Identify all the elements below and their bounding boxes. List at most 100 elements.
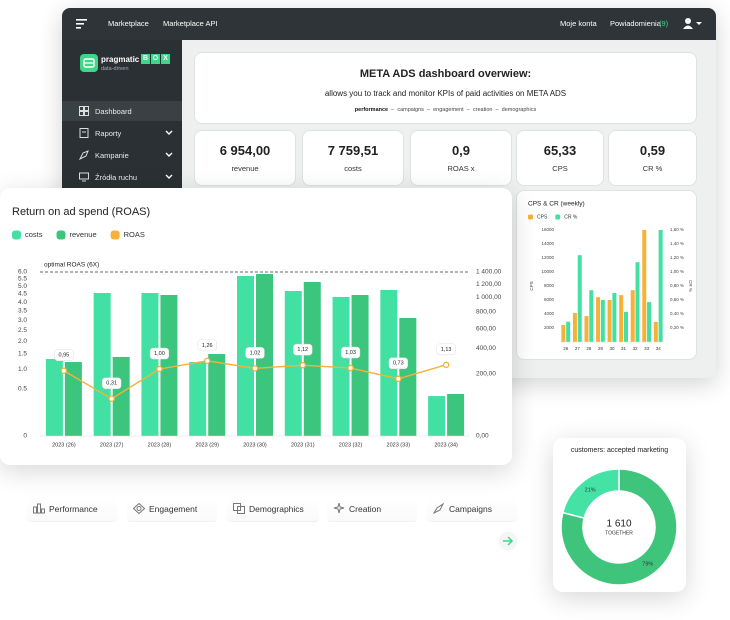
value-label-box [54,349,74,361]
tick-label: 2.5 [18,327,27,334]
tick-label: 200,00 [476,371,496,378]
bar [623,311,628,342]
bar [607,300,612,342]
bottom-tab[interactable]: Performance [27,497,117,522]
kpi-value: 0,59 [639,143,666,158]
roas-chart: Return on ad spend (ROAS) costs revenue ROA… [12,206,502,448]
value-label-box [149,347,170,360]
separator: – [465,107,472,113]
menu-item[interactable]: Raporty [62,123,182,143]
bar [303,281,321,436]
bar [447,393,465,436]
bar [428,396,446,436]
tab-label[interactable]: Demographics [249,504,304,514]
kpi-card: 0,9 ROAS x [410,130,512,186]
bottom-tab[interactable]: Campaigns [427,497,517,522]
y2-axis-label: CR % [688,280,693,292]
line-point [156,365,163,373]
line-point [395,375,402,383]
legend-label: CPS [537,214,548,220]
tick-label: 400,00 [476,345,496,352]
bottom-tab[interactable]: Demographics [227,497,319,522]
kpi-card: 6 954,00 revenue [194,130,296,186]
menu-item[interactable]: Dashboard [62,101,182,121]
bar [600,300,605,342]
bar [642,230,647,342]
tab-label[interactable]: Campaigns [449,504,492,514]
bar [584,316,589,342]
legend-label: CR % [564,214,578,220]
header-tab[interactable]: campaigns [397,107,424,113]
tab-label[interactable]: Creation [349,504,382,514]
menu-label[interactable]: Dashboard [95,107,132,116]
nav-link[interactable]: Marketplace [108,19,149,28]
tick-label: 0,00 [476,433,489,440]
tick-label: 6.0 [18,269,27,276]
value-label: 0,73 [393,361,404,367]
header-tab[interactable]: demographics [501,107,537,113]
bar [612,293,617,342]
bar [332,296,350,436]
tick-label: 0,40 % [670,311,684,316]
line-point [251,365,259,372]
tick-label: 0,60 % [670,297,684,302]
tick-label: 1,00 % [670,269,684,274]
menu-label[interactable]: Raporty [95,129,122,138]
bar [284,291,302,436]
bottom-tab[interactable]: Engagement [127,497,217,522]
x-tick-label: 29 [598,346,604,351]
menu-item[interactable]: Źródła ruchu [62,167,182,187]
tab-label[interactable]: Performance [49,504,98,514]
account-link[interactable]: Moje konta [560,19,597,28]
bar [647,302,652,342]
header-subtitle: allows you to track and monitor KPIs of … [324,89,567,98]
menu-icon[interactable] [76,18,88,30]
tick-label: 1,20 % [670,255,684,260]
legend-label: ROAS [124,230,145,239]
cps-card: CPS & CR (weekly) CPS CR % 2000 4000 6000 8000… [516,190,697,360]
value-label: 1,00 [154,351,165,357]
bar [93,293,111,436]
header-tab[interactable]: engagement [433,107,464,113]
cps-chart: CPS & CR (weekly) CPS CR % 2000 4000 6000 8000… [528,201,693,351]
header-card: META ADS dashboard overwiew: allows you … [194,52,697,124]
kpi-label: CR % [642,164,663,173]
user-icon[interactable] [683,17,703,31]
tab-label[interactable]: Engagement [149,504,198,514]
value-label-box [340,346,361,359]
tick-label: 2.0 [18,338,27,345]
kpi-label: CPS [552,164,568,173]
header-tab[interactable]: creation [472,107,493,113]
next-button[interactable] [498,531,518,551]
notification-count[interactable]: (9) [659,19,669,28]
value-label-box [388,357,408,370]
notifications-link[interactable]: Powiadomienia [610,19,661,28]
kpi-label: ROAS x [447,164,475,173]
value-label: 0,95 [59,353,70,359]
nav-link[interactable]: Marketplace API [163,19,218,28]
center-label: 1 610 [606,519,631,530]
x-tick-label: 2023 (27) [100,442,124,448]
bar [572,313,577,342]
pie-slice [561,468,620,519]
bar [112,356,130,436]
chevron [165,174,173,179]
bar [577,255,582,342]
line-point [299,361,307,369]
tick-label: 0 [23,433,27,440]
bar [635,262,640,342]
tick-label: 12000 [541,255,554,260]
menu-label[interactable]: Kampanie [95,151,129,160]
kpi-value: 0,9 [451,143,471,158]
tick-label: 600,00 [476,325,496,332]
tab-icon [133,503,145,514]
tab-icon [433,503,445,514]
menu-item[interactable]: Kampanie [62,145,182,165]
header-tab[interactable]: performance [354,107,389,113]
tick-label: 14000 [541,241,554,246]
chart-title: customers: accepted marketing [571,447,668,454]
menu-label[interactable]: Źródła ruchu [95,173,138,182]
bottom-tab[interactable]: Creation [327,497,417,522]
x-tick-label: 28 [586,346,592,351]
